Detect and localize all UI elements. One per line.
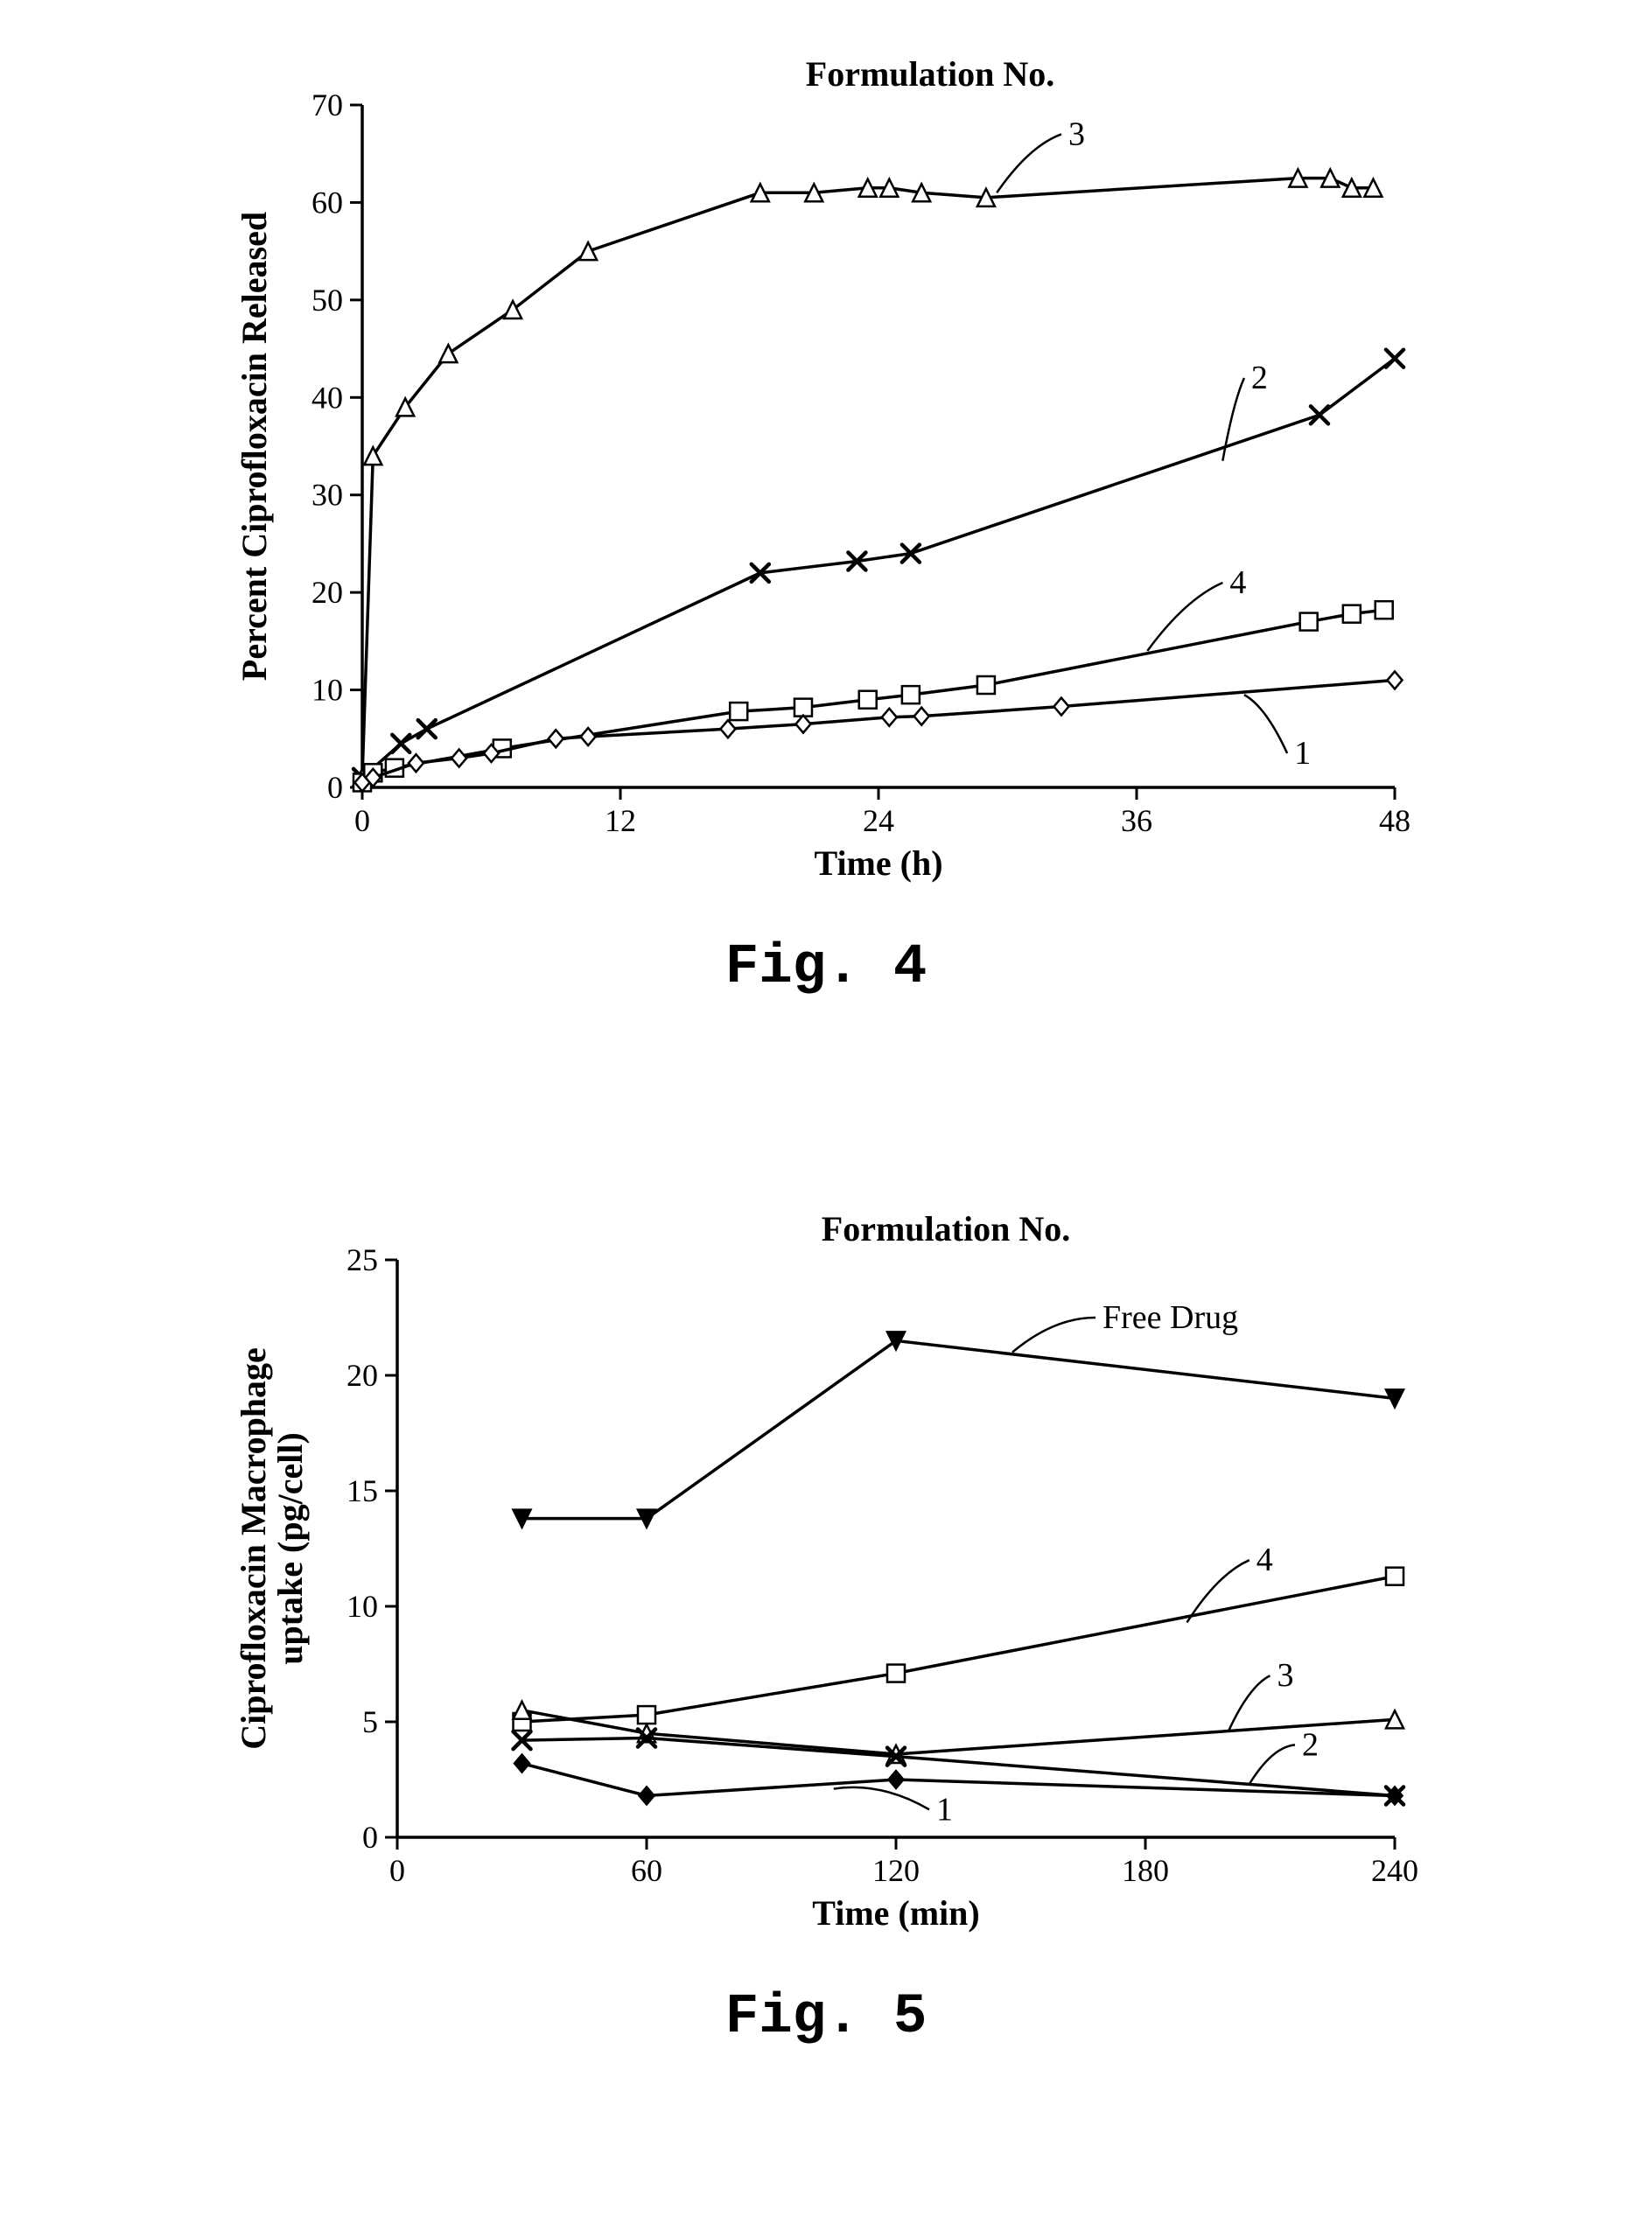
svg-text:0: 0 <box>354 803 370 838</box>
svg-text:15: 15 <box>346 1473 378 1508</box>
svg-text:0: 0 <box>389 1853 405 1888</box>
svg-text:24: 24 <box>863 803 894 838</box>
svg-text:25: 25 <box>346 1242 378 1277</box>
series-line <box>522 1577 1396 1722</box>
series-line <box>362 680 1395 782</box>
series-callout: 2 <box>1302 1726 1319 1763</box>
svg-text:120: 120 <box>872 1853 920 1888</box>
fig5-svg: Formulation No. 0 5 10 15 20 25 0 60 120 180 240 Tim… <box>170 1190 1482 1977</box>
x-axis-label: Time (min) <box>812 1893 979 1933</box>
svg-text:36: 36 <box>1121 803 1152 838</box>
y-axis-label: Percent Ciprofloxacin Released <box>234 212 274 681</box>
series-line <box>522 1764 1396 1796</box>
fig4-svg: Formulation No.010203040506070012243648T… <box>170 35 1482 927</box>
series-line <box>522 1340 1396 1518</box>
svg-text:180: 180 <box>1122 1853 1169 1888</box>
svg-text:70: 70 <box>312 87 343 122</box>
series-callout: 4 <box>1229 564 1246 601</box>
series-callout: 1 <box>1294 735 1311 772</box>
series-callout: 2 <box>1251 360 1268 396</box>
svg-text:0: 0 <box>327 770 343 805</box>
fig4-caption: Fig. 4 <box>0 936 1652 999</box>
figure-4-panel: Formulation No.010203040506070012243648T… <box>0 35 1652 999</box>
svg-text:30: 30 <box>312 478 343 513</box>
series-callout: Free Drug <box>1102 1299 1238 1336</box>
svg-text:60: 60 <box>631 1853 662 1888</box>
svg-text:60: 60 <box>312 185 343 220</box>
series-callout: 3 <box>1278 1657 1294 1694</box>
fig5-caption: Fig. 5 <box>0 1986 1652 2049</box>
svg-text:12: 12 <box>605 803 636 838</box>
chart-header: Formulation No. <box>822 1209 1070 1248</box>
series-callout: 1 <box>936 1791 953 1828</box>
figure-5-panel: Formulation No. 0 5 10 15 20 25 0 60 120 180 240 Tim… <box>0 1190 1652 2049</box>
chart-header: Formulation No. <box>806 54 1054 94</box>
svg-text:48: 48 <box>1379 803 1410 838</box>
svg-text:20: 20 <box>346 1358 378 1393</box>
series-callout: 4 <box>1256 1542 1273 1578</box>
svg-text:Ciprofloxacin Macrophage: Ciprofloxacin Macrophage <box>234 1347 273 1750</box>
svg-text:20: 20 <box>312 575 343 610</box>
svg-text:240: 240 <box>1371 1853 1418 1888</box>
svg-text:10: 10 <box>346 1589 378 1624</box>
series-callout: 3 <box>1068 115 1085 152</box>
svg-text:5: 5 <box>362 1704 378 1739</box>
svg-text:0: 0 <box>362 1820 378 1855</box>
svg-text:40: 40 <box>312 380 343 415</box>
svg-text:10: 10 <box>312 673 343 708</box>
svg-text:50: 50 <box>312 283 343 318</box>
x-axis-label: Time (h) <box>814 843 942 883</box>
svg-text:uptake (pg/cell): uptake (pg/cell) <box>270 1432 310 1665</box>
